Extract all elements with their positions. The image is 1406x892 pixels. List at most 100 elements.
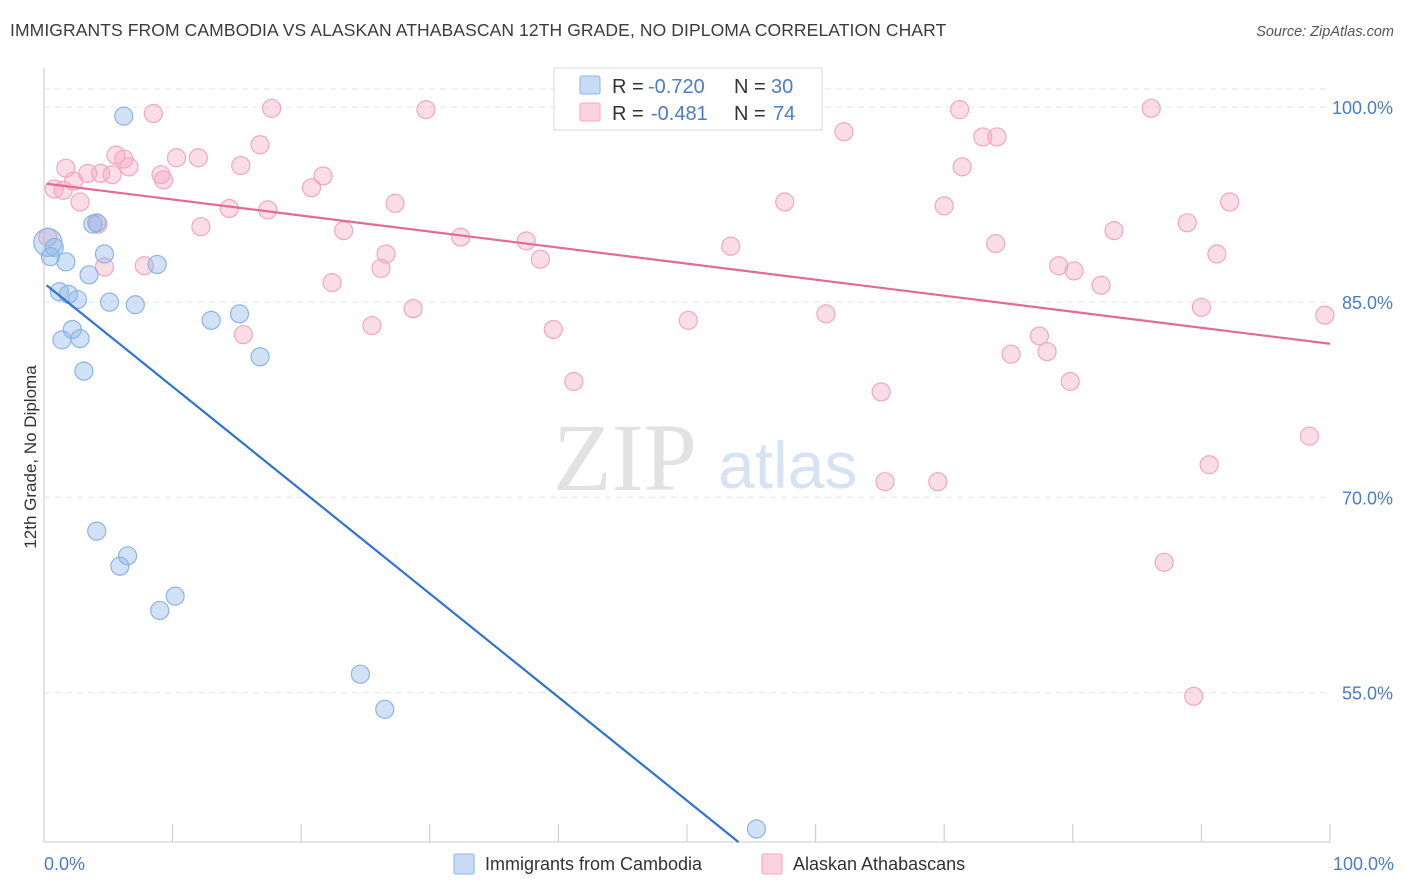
y-tick-label-2: 70.0% [1342, 488, 1393, 508]
athabascan-point-21 [219, 198, 239, 219]
athabascan-point-33 [376, 244, 396, 264]
cambodia-point-9 [70, 328, 90, 349]
series-legend: Immigrants from Cambodia Alaskan Athabas… [453, 853, 965, 875]
athabascan-point-70 [1207, 244, 1227, 264]
cambodia-point-27 [350, 664, 370, 684]
axes [43, 68, 1331, 843]
athabascan-point-46 [834, 122, 854, 142]
cambodia-point-22 [87, 521, 107, 541]
series-legend-label-cambodia: Immigrants from Cambodia [485, 854, 703, 874]
y-tick-label-0: 100.0% [1332, 98, 1393, 118]
athabascan-point-47 [871, 382, 891, 402]
cambodia-point-18 [201, 310, 221, 330]
cambodia-point-26 [165, 586, 185, 606]
athabascan-point-17 [153, 170, 174, 190]
athabascan-point-16 [151, 165, 171, 185]
y-tick-label-1: 85.0% [1342, 293, 1393, 313]
athabascan-point-23 [233, 325, 253, 345]
cambodia-point-8 [67, 289, 88, 310]
athabascan-point-5 [70, 192, 90, 212]
athabascan-point-51 [950, 100, 970, 120]
athabascan-point-55 [986, 234, 1006, 254]
cambodia-point-5 [56, 252, 76, 272]
series-cambodia [33, 106, 767, 839]
y-axis-label: 12th Grade, No Diploma [21, 365, 40, 549]
y-tick-label-3: 55.0% [1342, 683, 1393, 703]
cambodia-point-15 [99, 292, 120, 312]
legend-swatch-athabascan [579, 102, 601, 122]
legend-r-label-1: R = [612, 76, 644, 98]
athabascan-point-61 [1064, 261, 1084, 281]
athabascan-point-45 [816, 304, 836, 324]
chart-title: IMMIGRANTS FROM CAMBODIA VS ALASKAN ATHA… [10, 20, 947, 40]
athabascan-point-24 [250, 135, 270, 155]
legend-r-value-2: -0.481 [651, 103, 708, 125]
cambodia-point-28 [375, 699, 395, 719]
athabascan-point-69 [1199, 455, 1219, 475]
cambodia-point-14 [94, 244, 115, 264]
athabascan-point-30 [334, 221, 354, 241]
athabascan-point-41 [564, 371, 584, 392]
legend-r-value-1: -0.720 [648, 76, 705, 98]
athabascan-point-50 [934, 196, 954, 216]
athabascan-point-13 [119, 157, 139, 177]
cambodia-point-19 [229, 304, 250, 324]
trend-layer [45, 182, 1331, 843]
athabascan-point-28 [313, 166, 333, 186]
athabascan-point-68 [1191, 297, 1212, 317]
athabascan-point-60 [1060, 371, 1080, 392]
legend-n-label-1: N = [734, 76, 766, 98]
legend-r-label-2: R = [612, 103, 644, 125]
cambodia-point-16 [125, 295, 145, 315]
athabascan-point-42 [678, 310, 698, 330]
athabascan-point-15 [143, 103, 163, 124]
athabascan-point-71 [1220, 192, 1240, 212]
cambodia-point-25 [150, 600, 170, 621]
athabascan-point-53 [973, 127, 993, 147]
watermark-zip: ZIP [553, 404, 697, 511]
trend-line-athabascan [46, 182, 1331, 345]
legend-n-value-1: 30 [771, 76, 793, 98]
x-tick-label-right: 100.0% [1333, 854, 1394, 874]
y-tick-labels: 100.0% 85.0% 70.0% 55.0% [1332, 98, 1393, 703]
cambodia-point-11 [79, 265, 99, 285]
cambodia-point-23 [110, 556, 130, 576]
watermark: ZIP atlas [553, 404, 857, 511]
legend: R = -0.720 N = 30 R = -0.481 N = 74 [553, 67, 823, 131]
athabascan-point-39 [530, 249, 550, 269]
athabascan-point-20 [191, 217, 211, 237]
athabascan-point-63 [1104, 221, 1124, 241]
athabascan-point-67 [1184, 686, 1204, 706]
athabascan-point-36 [416, 100, 436, 120]
x-tick-labels: 0.0% 100.0% [44, 854, 1394, 874]
athabascan-point-73 [1315, 305, 1335, 325]
athabascan-point-10 [102, 165, 122, 185]
trend-line-cambodia [45, 284, 740, 843]
cambodia-point-21 [114, 106, 134, 126]
athabascan-point-59 [1049, 256, 1069, 276]
grid-lines [44, 88, 1330, 693]
cambodia-point-24 [117, 546, 138, 566]
series-athabascan [38, 98, 1335, 706]
athabascan-point-9 [94, 257, 115, 277]
series-legend-label-athabascan: Alaskan Athabascans [793, 854, 965, 874]
series-legend-swatch-cambodia [453, 853, 475, 875]
athabascan-point-56 [1001, 344, 1021, 364]
athabascan-point-48 [875, 472, 895, 492]
x-tick-label-left: 0.0% [44, 854, 85, 874]
athabascan-point-57 [1029, 326, 1049, 346]
athabascan-point-49 [928, 472, 948, 492]
athabascan-point-65 [1154, 552, 1174, 572]
athabascan-point-26 [262, 98, 282, 118]
cambodia-point-17 [147, 254, 167, 275]
athabascan-point-29 [322, 273, 342, 293]
cambodia-point-10 [74, 361, 94, 381]
athabascan-point-35 [403, 299, 423, 319]
legend-swatch-cambodia [579, 75, 601, 95]
athabascan-point-7 [88, 214, 108, 234]
source-credit: Source: ZipAtlas.com [1256, 24, 1394, 40]
cambodia-point-13 [87, 213, 107, 233]
athabascan-point-66 [1177, 213, 1197, 233]
athabascan-point-18 [166, 148, 187, 168]
